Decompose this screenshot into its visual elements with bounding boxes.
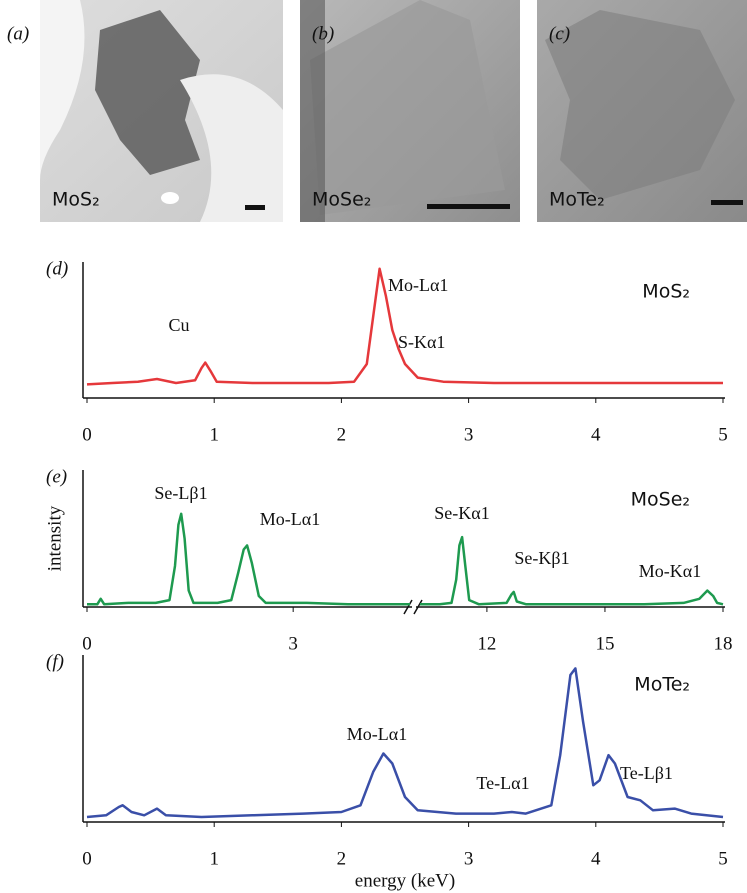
x-tick-label: 3 <box>464 848 474 869</box>
annotation: Te-Lβ1 <box>620 763 673 783</box>
x-tick-label: 0 <box>82 424 92 445</box>
x-tick-label: 0 <box>82 848 92 869</box>
annotation: Mo-Kα1 <box>639 561 701 581</box>
x-tick-label: 2 <box>337 424 347 445</box>
spectrum-line <box>420 535 724 606</box>
annotation: Mo-Lα1 <box>347 724 407 744</box>
spectrum-line <box>86 667 724 819</box>
x-tick-label: 5 <box>718 424 728 445</box>
legend-entry: MoTe₂ <box>634 674 690 696</box>
annotation: Se-Kβ1 <box>514 548 569 568</box>
spectrum-line <box>86 267 723 386</box>
spectrum-line <box>87 512 410 606</box>
x-tick-label: 4 <box>591 848 601 869</box>
panel-label: (a) <box>7 23 29 44</box>
panel-label: (e) <box>46 466 67 487</box>
annotation: S-Kα1 <box>398 332 445 352</box>
x-axis-label: energy (keV) <box>355 870 455 891</box>
panel-label: (c) <box>549 23 570 44</box>
x-tick-label: 5 <box>718 848 728 869</box>
image-caption: MoSe₂ <box>312 189 371 211</box>
x-tick-label: 15 <box>595 633 614 654</box>
panel-label: (b) <box>312 23 334 44</box>
x-tick-label: 3 <box>464 424 474 445</box>
annotation: Mo-Lα1 <box>388 275 448 295</box>
tem-image <box>300 0 520 222</box>
image-caption: MoS₂ <box>52 189 100 211</box>
x-tick-label: 2 <box>337 848 347 869</box>
tem-image <box>40 0 283 223</box>
annotation: Se-Kα1 <box>434 503 489 523</box>
panel-label: (f) <box>46 651 64 672</box>
image-labels: (a) MoS₂ (b) MoSe₂ (c) MoTe₂ <box>7 23 605 210</box>
image-caption: MoTe₂ <box>549 189 605 211</box>
legend-entry: MoSe₂ <box>631 489 690 511</box>
axis-break <box>403 599 423 615</box>
x-tick-label: 0 <box>82 633 92 654</box>
x-tick-label: 18 <box>714 633 733 654</box>
panel-label: (d) <box>46 258 68 279</box>
x-tick-label: 12 <box>477 633 496 654</box>
legend-entry: MoS₂ <box>642 281 690 303</box>
annotation: Mo-Lα1 <box>260 509 320 529</box>
annotation: Cu <box>168 315 189 335</box>
x-tick-label: 3 <box>288 633 298 654</box>
annotation: Se-Lβ1 <box>154 483 207 503</box>
annotation: Te-Lα1 <box>476 773 529 793</box>
y-axis-label: intensity <box>44 505 65 571</box>
x-tick-label: 1 <box>209 424 219 445</box>
x-tick-label: 4 <box>591 424 601 445</box>
tem-image <box>537 0 747 222</box>
x-tick-label: 1 <box>209 848 219 869</box>
